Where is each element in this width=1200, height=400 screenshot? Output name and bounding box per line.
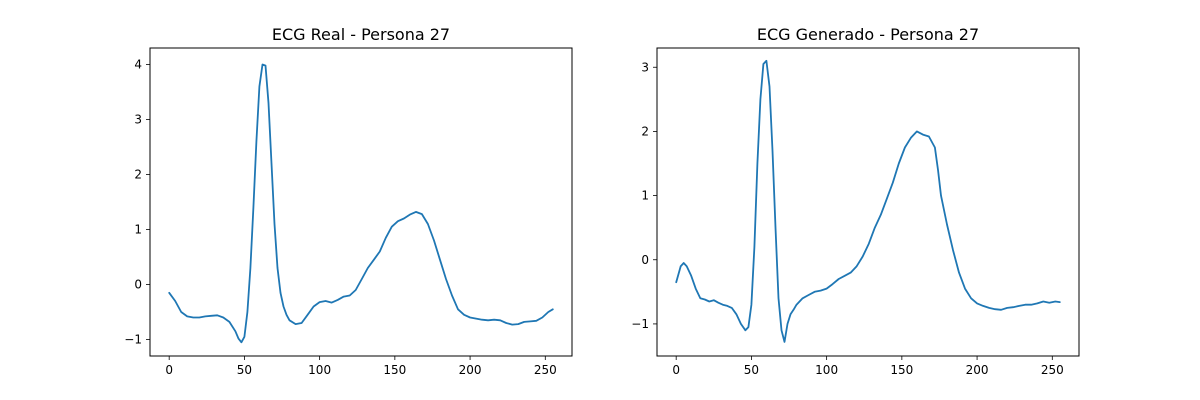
x-tick-label: 100 bbox=[815, 363, 838, 377]
x-axis-ticks: 0 50 100 150 200 250 bbox=[672, 356, 1064, 377]
x-axis-ticks: 0 50 100 150 200 250 bbox=[165, 356, 557, 377]
x-tick-label: 0 bbox=[165, 363, 173, 377]
y-axis-ticks: −1 0 1 2 3 bbox=[631, 60, 657, 331]
ecg-series-line bbox=[168, 63, 554, 344]
ecg-series-line bbox=[675, 59, 1061, 343]
y-tick-label: 2 bbox=[641, 124, 649, 138]
x-tick-label: 0 bbox=[672, 363, 680, 377]
ecg-generado-panel: ECG Generado - Persona 27 0 50 100 150 200 25… bbox=[631, 25, 1080, 377]
x-tick-label: 200 bbox=[459, 363, 482, 377]
axes-frame bbox=[656, 47, 1080, 357]
series-marks bbox=[168, 63, 554, 344]
y-tick-label: 0 bbox=[134, 278, 142, 292]
x-tick-label: 250 bbox=[1041, 363, 1064, 377]
y-tick-label: 2 bbox=[134, 168, 142, 182]
axes-frame bbox=[149, 47, 573, 357]
x-tick-label: 50 bbox=[237, 363, 252, 377]
y-tick-label: 3 bbox=[134, 113, 142, 127]
y-tick-label: 1 bbox=[641, 189, 649, 203]
y-tick-label: 4 bbox=[134, 58, 142, 72]
x-tick-label: 150 bbox=[890, 363, 913, 377]
y-tick-label: 1 bbox=[134, 223, 142, 237]
x-tick-label: 250 bbox=[534, 363, 557, 377]
series-marks bbox=[675, 59, 1061, 343]
y-tick-label: 0 bbox=[641, 253, 649, 267]
x-tick-label: 100 bbox=[308, 363, 331, 377]
x-tick-label: 200 bbox=[966, 363, 989, 377]
y-tick-label: −1 bbox=[124, 333, 142, 347]
chart-title: ECG Real - Persona 27 bbox=[272, 25, 450, 44]
y-axis-ticks: −1 0 1 2 3 4 bbox=[124, 58, 150, 347]
y-tick-label: 3 bbox=[641, 60, 649, 74]
x-tick-label: 150 bbox=[383, 363, 406, 377]
x-tick-label: 50 bbox=[744, 363, 759, 377]
ecg-real-panel: ECG Real - Persona 27 0 50 100 150 200 250 −1… bbox=[124, 25, 573, 377]
y-tick-label: −1 bbox=[631, 317, 649, 331]
chart-title: ECG Generado - Persona 27 bbox=[757, 25, 979, 44]
